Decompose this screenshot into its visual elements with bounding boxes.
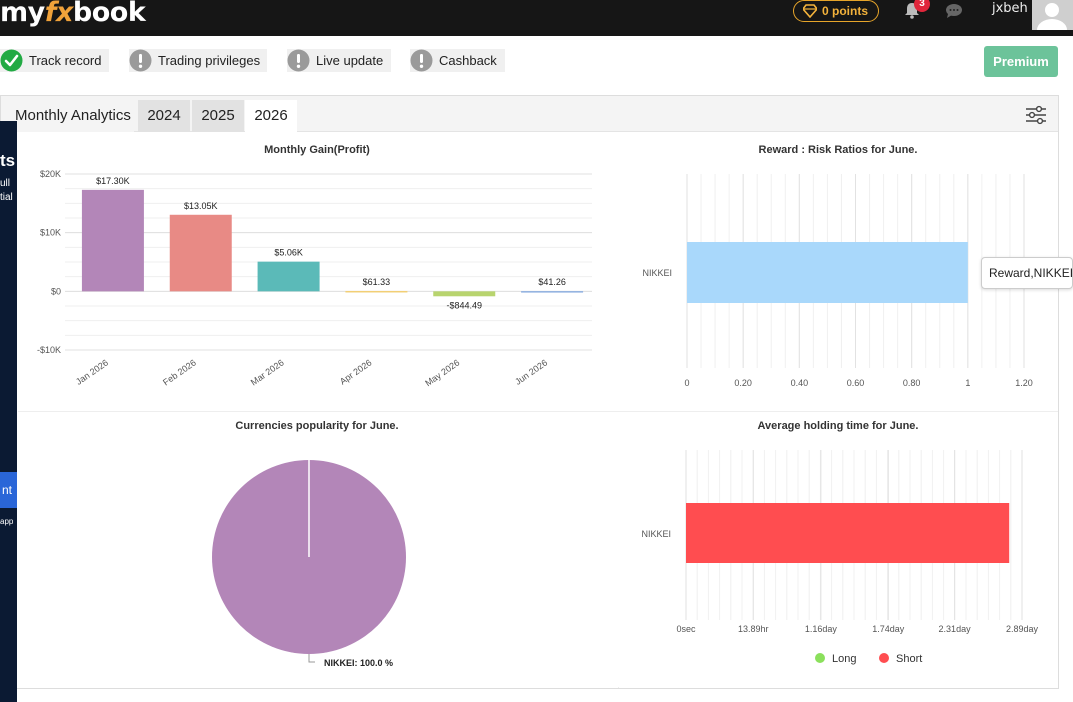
legend-marker <box>879 653 889 663</box>
chart-tooltip: Reward,NIKKEI, <box>981 257 1073 289</box>
notification-count-badge: 3 <box>914 0 930 12</box>
myfxbook-logo[interactable]: myfxbook <box>0 0 146 28</box>
filter-settings-icon[interactable] <box>1025 105 1047 125</box>
exclamation-circle-icon <box>129 49 152 72</box>
x-tick-label: Apr 2026 <box>338 357 374 386</box>
legend-marker <box>815 653 825 663</box>
x-tick-label: Mar 2026 <box>249 357 286 387</box>
tab-2026[interactable]: 2026 <box>245 100 297 132</box>
reward-risk-svg: 0 0.20 0.40 0.60 0.80 1 1.20 NIKKEI <box>642 174 1033 388</box>
chat-icon[interactable] <box>945 3 963 19</box>
points-label: 0 points <box>822 4 869 18</box>
bar-value-label: $13.05K <box>184 201 218 211</box>
y-tick-label: -$10K <box>37 345 61 355</box>
points-button[interactable]: 0 points <box>793 0 879 22</box>
privilege-live-update[interactable]: Live update <box>287 49 391 72</box>
avatar-silhouette-icon <box>1037 3 1067 30</box>
x-tick-label: 0.40 <box>791 378 809 388</box>
chart-title: Average holding time for June. <box>757 420 919 432</box>
background-text: app <box>0 517 14 526</box>
privileges-bar: Track record Trading privileges Live upd… <box>0 36 1073 86</box>
tab-2025[interactable]: 2025 <box>192 100 244 132</box>
x-tick-label: 0 <box>684 378 689 388</box>
pie-label-connector <box>308 654 315 663</box>
x-tick-label: Feb 2026 <box>161 357 198 387</box>
bar-value-label: $5.06K <box>274 248 303 258</box>
bar-value-label: $41.26 <box>538 277 566 287</box>
top-navbar: myfxbook 0 points 3 jxbeh <box>0 0 1073 36</box>
bar <box>686 503 1010 563</box>
privilege-trading[interactable]: Trading privileges <box>129 49 267 72</box>
x-tick-label: 0.80 <box>903 378 921 388</box>
y-tick-label: $0 <box>51 286 61 296</box>
bar <box>687 242 968 303</box>
legend-label: Long <box>832 653 856 665</box>
currency-pie-svg: NIKKEI: 100.0 % <box>212 460 406 668</box>
exclamation-circle-icon <box>410 49 433 72</box>
user-avatar[interactable] <box>1032 0 1073 30</box>
bar <box>433 291 496 297</box>
chart-divider-horizontal <box>18 411 1058 412</box>
premium-button[interactable]: Premium <box>984 46 1058 77</box>
background-text: ts <box>0 151 16 170</box>
y-category-label: NIKKEI <box>642 268 672 278</box>
x-tick-label: 1.16day <box>805 624 838 634</box>
bar-value-label: $61.33 <box>363 277 391 287</box>
y-tick-label: $20K <box>40 169 61 179</box>
pie-slice-label: NIKKEI: 100.0 % <box>324 658 393 668</box>
x-tick-label: 2.89day <box>1006 624 1039 634</box>
x-tick-label: 1.20 <box>1015 378 1033 388</box>
bar <box>169 214 232 292</box>
x-tick-label: 1.74day <box>872 624 905 634</box>
currency-popularity-chart: Currencies popularity for June. NIKKEI: … <box>17 412 617 687</box>
background-text: tial <box>0 192 13 203</box>
chart-title: Reward : Risk Ratios for June. <box>758 144 918 156</box>
bar <box>345 290 408 293</box>
y-tick-label: $10K <box>40 228 61 238</box>
monthly-gain-chart: Monthly Gain(Profit) $20K $10K $0 -$10K $17.… <box>17 136 617 411</box>
exclamation-circle-icon <box>287 49 310 72</box>
bar <box>257 261 320 292</box>
diamond-icon <box>803 4 817 18</box>
x-tick-label: 13.89hr <box>738 624 769 634</box>
x-tick-label: 0sec <box>676 624 696 634</box>
privilege-track-record[interactable]: Track record <box>0 49 109 72</box>
x-tick-label: May 2026 <box>423 357 461 388</box>
check-circle-icon <box>0 49 23 72</box>
x-tick-label: 1 <box>965 378 970 388</box>
analytics-title: Monthly Analytics <box>6 100 134 132</box>
background-text: ull <box>0 178 11 189</box>
holding-time-svg: 0sec 13.89hr 1.16day 1.74day 2.31day 2.89day N… <box>641 450 1039 665</box>
privilege-cashback[interactable]: Cashback <box>410 49 505 72</box>
x-tick-label: 0.20 <box>734 378 752 388</box>
chart-title: Monthly Gain(Profit) <box>264 144 370 156</box>
monthly-gain-svg: $20K $10K $0 -$10K $17.30K Jan 2026 $13.05K Feb… <box>37 169 592 388</box>
x-tick-label: 0.60 <box>847 378 865 388</box>
holding-time-chart: Average holding time for June. 0sec 13.89… <box>618 412 1058 687</box>
x-tick-label: Jun 2026 <box>513 357 549 386</box>
reward-risk-chart: Reward : Risk Ratios for June. 0 0.20 0.40… <box>618 136 1058 411</box>
analytics-tabs: Monthly Analytics 2024 2025 2026 <box>1 96 1058 132</box>
bar <box>81 189 144 292</box>
x-tick-label: 2.31day <box>939 624 972 634</box>
bar-value-label: -$844.49 <box>446 300 482 310</box>
y-category-label: NIKKEI <box>641 529 671 539</box>
background-button: nt <box>0 472 17 508</box>
bar <box>521 291 584 293</box>
username[interactable]: jxbeh <box>992 1 1028 16</box>
legend-label: Short <box>896 653 922 665</box>
chart-title: Currencies popularity for June. <box>235 420 399 432</box>
background-page-edge: ts ull tial nt app <box>0 121 17 702</box>
tab-2024[interactable]: 2024 <box>138 100 190 132</box>
bar-value-label: $17.30K <box>96 176 130 186</box>
x-tick-label: Jan 2026 <box>74 357 110 386</box>
